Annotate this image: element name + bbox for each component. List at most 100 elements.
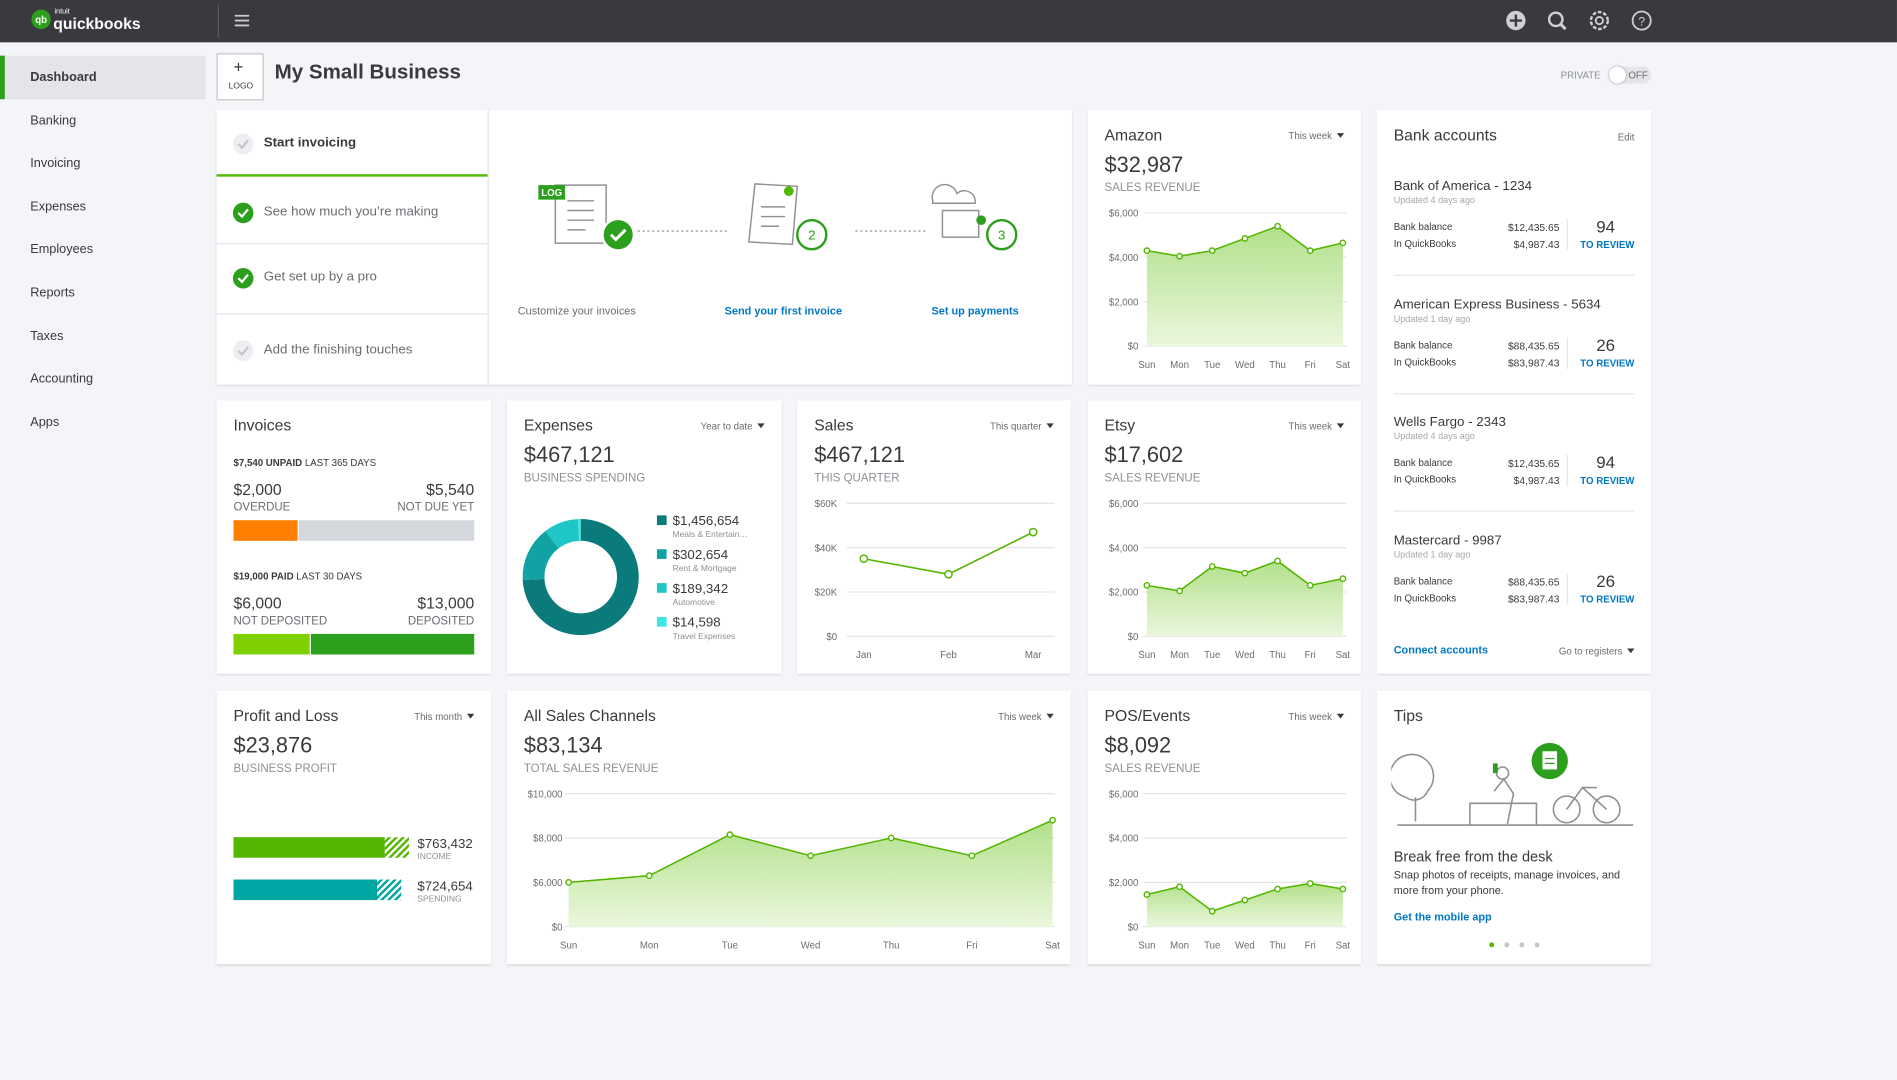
brand: quickbooks [53,14,141,33]
pager-dot[interactable] [1504,942,1510,948]
setup-action[interactable]: Customize your invoices [517,304,636,317]
period-dropdown[interactable]: This week [1288,421,1344,432]
period-dropdown[interactable]: This week [1288,131,1344,142]
check-mark [237,139,249,150]
x-tick-label: Wed [1235,360,1255,371]
y-tick-label: $4,000 [1109,834,1139,845]
setup-action[interactable]: Send your first invoice [724,304,843,317]
point [887,834,895,842]
decoration [538,185,565,200]
pl-caption: INCOME [417,851,451,861]
setup-action[interactable]: Set up payments [931,304,1019,317]
pager-dot[interactable] [1489,942,1495,948]
menu-button[interactable] [234,14,250,27]
period-dropdown[interactable]: Year to date [701,421,765,432]
invoice-amount: $6,000 [233,594,282,613]
step-separator [216,313,488,315]
decoration [1631,10,1652,31]
search-button[interactable] [1547,11,1567,31]
pl-caption: SPENDING [417,893,461,903]
period-dropdown[interactable]: This quarter [990,421,1054,432]
check-circle [232,133,254,155]
private-label: PRIVATE [1560,70,1601,82]
help-button[interactable]: ? [1631,10,1652,31]
card-caption: BUSINESS SPENDING [523,471,646,486]
settings-button[interactable] [1589,10,1610,31]
pager-dot[interactable] [1519,942,1525,948]
x-tick-label: Fri [1305,940,1316,951]
legend-value: $189,342 [673,581,728,596]
decoration [1495,766,1510,780]
nav-item[interactable]: Apps [30,414,60,430]
nav-item[interactable]: Expenses [30,199,87,214]
y-tick-label: $10,000 [528,789,563,800]
setup-step[interactable]: Add the finishing touches [263,342,413,357]
check-circle [232,202,254,224]
setup-step[interactable]: Start invoicing [263,135,357,151]
step-badge: 3 [998,228,1005,243]
invoice-summary: $7,540 UNPAID LAST 365 DAYS [233,457,376,468]
top-bar [0,0,1897,43]
decoration [1469,802,1538,826]
nav-item[interactable]: Employees [30,242,94,257]
qb-label: In QuickBooks [1393,474,1457,486]
review-link[interactable]: TO REVIEW [1580,593,1635,605]
decoration [554,183,980,246]
x-tick-label: Sun [560,940,577,951]
nav-item[interactable]: Dashboard [30,70,97,85]
balance-label: Bank balance [1393,339,1453,351]
point [859,554,869,564]
period-dropdown[interactable]: This month [414,711,474,722]
decoration [609,228,627,242]
invoices-card: Invoices $7,540 UNPAID LAST 365 DAYS $2,0… [216,400,492,674]
invoice-bar [310,633,475,655]
tip-link[interactable]: Get the mobile app [1393,910,1492,924]
review-link[interactable]: TO REVIEW [1580,475,1635,487]
add-button[interactable] [1506,10,1526,31]
legend-swatch [656,616,667,627]
decoration [976,215,986,226]
invoice-bar [233,520,298,541]
period-dropdown[interactable]: This week [998,711,1054,722]
card-amount: $8,092 [1104,733,1172,758]
setup-illustration: LOG 2 3 [538,183,1018,252]
x-tick-label: Sat [1336,360,1351,371]
decoration [234,14,250,27]
review-link[interactable]: TO REVIEW [1580,239,1635,251]
nav-item[interactable]: Reports [30,285,75,301]
qb-balance: $83,987.43 [1507,356,1560,369]
setup-step[interactable]: Get set up by a pro [263,269,377,285]
pager-dot[interactable] [1534,942,1540,948]
period-dropdown[interactable]: This week [1288,711,1344,722]
card-title: Profit and Loss [233,706,339,725]
nav-item[interactable]: Invoicing [30,156,81,171]
account-separator [1393,392,1635,394]
card-amount: $467,121 [523,442,615,467]
x-tick-label: Sat [1045,940,1060,951]
tips-illustration [1391,742,1634,826]
area [1146,883,1343,927]
account-updated: Updated 4 days ago [1393,430,1475,442]
review-link[interactable]: TO REVIEW [1580,357,1635,369]
account-name: Wells Fargo - 2343 [1393,414,1506,430]
legend-swatch [656,583,667,593]
nav-item[interactable]: Accounting [30,371,94,387]
point [1208,563,1216,570]
x-tick-label: Thu [1269,360,1286,371]
registers-dropdown[interactable]: Go to registers [1559,646,1635,657]
y-tick-label: $0 [552,922,563,933]
nav-item[interactable]: Banking [30,113,77,128]
nav-item[interactable]: Taxes [30,328,64,344]
donut-slice [522,530,559,581]
etsy-chart: $0 $2,000 $4,000 $6,000 Sun Mon Tue Wed Thu Fri Sa… [1109,499,1351,661]
account-separator [1393,274,1635,276]
qb-balance: $4,987.43 [1513,238,1560,251]
column-divider [1566,218,1568,251]
edit-link[interactable]: Edit [1617,131,1635,143]
setup-step[interactable]: See how much you’re making [263,204,439,219]
amazon-card: Amazon This week $32,987 SALES REVENUE $… [1087,110,1362,385]
invoice-amount: $5,540 [426,480,475,499]
logo-button[interactable] [216,53,264,101]
connect-link[interactable]: Connect accounts [1393,643,1489,656]
